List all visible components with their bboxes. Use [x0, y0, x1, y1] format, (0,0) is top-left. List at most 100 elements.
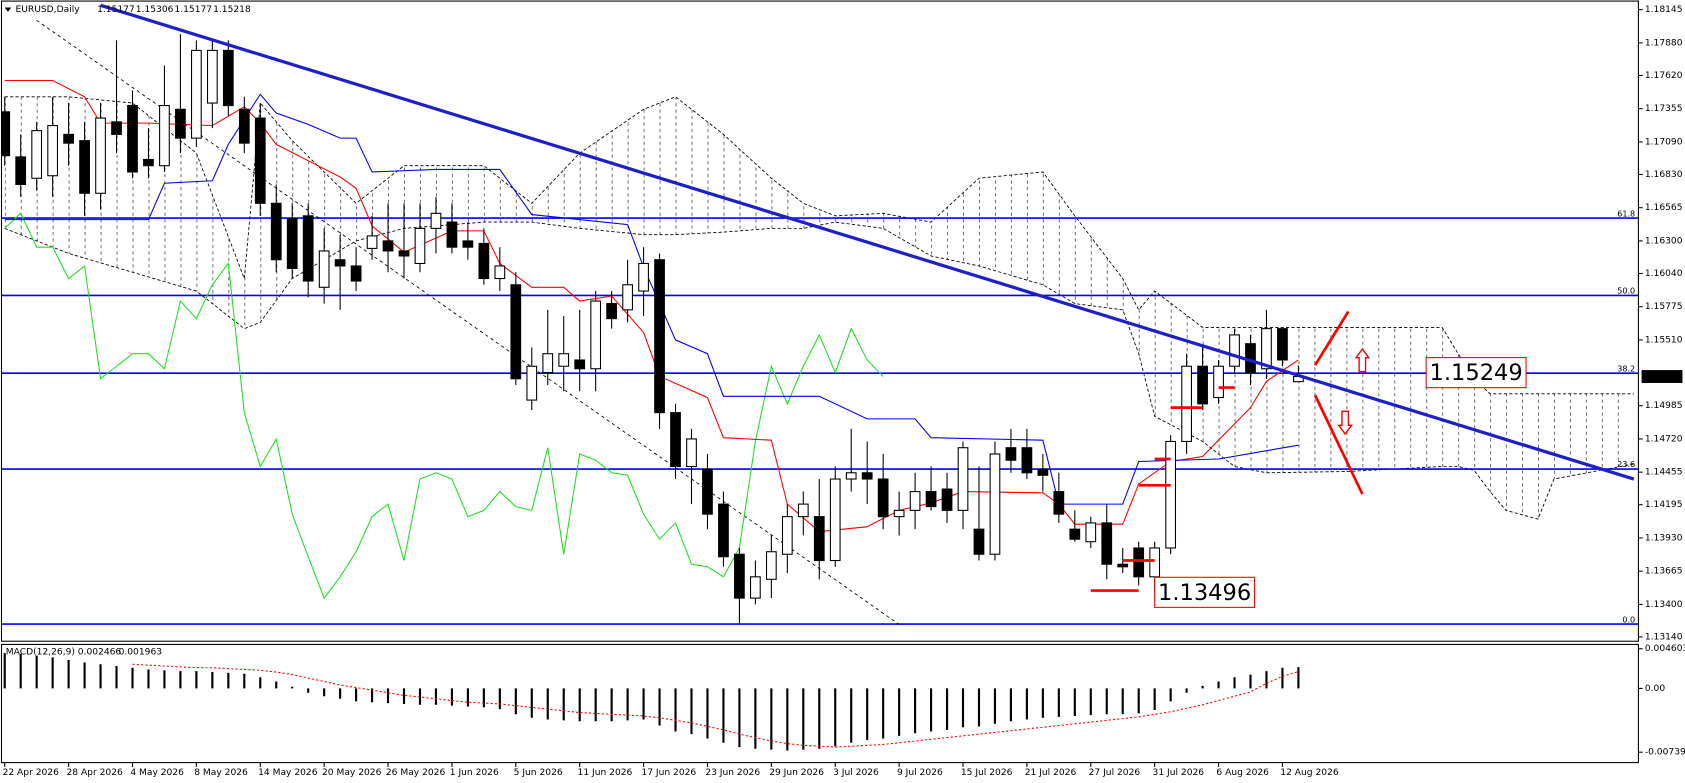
candle-body [430, 212, 442, 229]
candle-body [797, 503, 809, 518]
candle-body [1101, 522, 1113, 565]
annotation-box [1154, 576, 1256, 608]
candle-body [686, 438, 697, 468]
menu-triangle[interactable] [4, 7, 12, 12]
x-tick-label: 6 Aug 2026 [1216, 768, 1269, 778]
candle-body [1117, 563, 1129, 568]
candle-body [270, 202, 282, 261]
y-tick-label: 1.14455 [1645, 468, 1683, 478]
x-tick-label: 1 Jun 2026 [450, 768, 499, 778]
candle-body [765, 551, 777, 580]
candle-body [494, 265, 506, 280]
x-tick-label: 29 Jun 2026 [769, 768, 824, 778]
macd-y-tick-label: 0.00 [1645, 684, 1665, 694]
candle-body [302, 215, 314, 282]
x-tick-label: 14 May 2026 [258, 768, 318, 778]
header-close: 1.15218 [213, 5, 251, 15]
y-tick-label: 1.15510 [1645, 335, 1683, 345]
candle-body [1165, 440, 1177, 549]
candle-body [574, 359, 586, 370]
candle-body [702, 468, 713, 515]
candle-body [925, 491, 937, 508]
candle-body [510, 284, 522, 380]
fib-label: 0.0 [1622, 615, 1635, 624]
y-tick-label: 1.14985 [1645, 401, 1683, 411]
candle-body [638, 262, 649, 292]
macd-pane-frame [0, 643, 1639, 764]
candle-body [366, 235, 378, 249]
y-tick-label: 1.16830 [1645, 170, 1683, 180]
x-tick-label: 12 Aug 2026 [1280, 768, 1339, 778]
x-tick-label: 23 Jun 2026 [705, 768, 760, 778]
y-tick-label: 1.13400 [1645, 600, 1683, 610]
x-tick-label: 28 Apr 2026 [66, 768, 123, 778]
candle-body [398, 250, 410, 257]
candle-body [1053, 491, 1065, 515]
candle-body [893, 509, 905, 518]
y-tick-label: 1.17090 [1645, 137, 1683, 147]
x-tick-label: 4 May 2026 [130, 768, 184, 778]
y-tick-label: 1.14720 [1645, 434, 1683, 444]
y-tick-label: 1.13140 [1645, 632, 1683, 642]
candle-body [734, 553, 745, 599]
fib-label: 23.6 [1617, 460, 1635, 469]
annotation-label: 1.13496 [1158, 580, 1251, 606]
y-tick-label: 1.13930 [1645, 533, 1683, 543]
y-tick-label: 1.13665 [1645, 567, 1683, 577]
analyst-drawings [1313, 310, 1364, 495]
candle-body [15, 156, 27, 186]
candle-body [159, 105, 170, 167]
annotation-box [1425, 357, 1527, 389]
x-tick-label: 22 Apr 2026 [3, 768, 60, 778]
axes: 1.18145 1.17880 1.17620 1.17355 1.17090 1.168… [3, 5, 1685, 778]
candle-body [542, 353, 554, 374]
candle-body [877, 478, 889, 518]
candle-body [1069, 528, 1081, 540]
candle-body [334, 259, 346, 267]
candle-body [462, 240, 474, 248]
fib-label: 61.8 [1617, 209, 1635, 218]
chikou-line [4, 212, 884, 600]
macd-pane [3, 653, 1300, 751]
candle-body [526, 365, 538, 401]
header-open: 1.15177 [97, 5, 135, 15]
candle-body [606, 303, 618, 320]
down-stroke [1313, 394, 1364, 495]
candle-body [1261, 328, 1272, 370]
candle-body [670, 412, 681, 468]
fib-label: 50.0 [1617, 287, 1635, 296]
x-tick-label: 11 Jun 2026 [578, 768, 633, 778]
candle-body [382, 240, 394, 252]
candle-body [622, 284, 633, 311]
x-tick-label: 8 May 2026 [194, 768, 248, 778]
candle-body [47, 125, 59, 177]
candle-body [1021, 447, 1033, 474]
macd-header-main: 0.002466 [78, 647, 122, 657]
candle-body [989, 453, 1001, 555]
up-stroke [1313, 310, 1350, 366]
candle-body [558, 353, 570, 367]
candle-body [31, 130, 43, 179]
x-tick-label: 5 Jun 2026 [514, 768, 563, 778]
macd-y-tick-label: 0.004603 [1645, 644, 1685, 654]
candle-body [222, 49, 234, 107]
candle-body [909, 491, 921, 511]
annotation-label: 1.15249 [1430, 360, 1523, 386]
candle-body [446, 221, 458, 248]
candle-body [238, 108, 250, 144]
candle-body [191, 49, 202, 139]
trendline [100, 3, 1635, 481]
main-pane-frame [0, 0, 1639, 642]
y-tick-label: 1.14195 [1645, 500, 1683, 510]
candle-body [1197, 365, 1208, 405]
bid-box [1641, 370, 1683, 383]
candle-body [1005, 447, 1017, 461]
y-tick-label: 1.15775 [1645, 302, 1683, 312]
y-tick-label: 1.17355 [1645, 104, 1683, 114]
candle-body [781, 516, 793, 555]
x-tick-label: 9 Jul 2026 [897, 768, 943, 778]
macd-header-signal: 0.001963 [119, 647, 163, 657]
candle-body [957, 447, 969, 511]
candle-body [127, 105, 138, 173]
